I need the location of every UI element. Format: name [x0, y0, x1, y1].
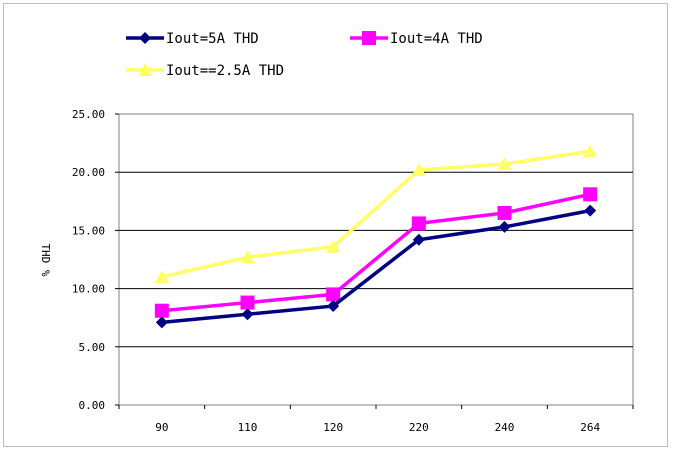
series-line	[161, 192, 591, 313]
x-tick-label: 120	[323, 421, 343, 434]
series-square	[154, 187, 598, 318]
legend-marker	[139, 32, 151, 44]
data-point	[411, 162, 426, 176]
legend-label: Iout=5A THD	[166, 31, 259, 47]
y-tick-label: 15.00	[72, 224, 105, 237]
data-point	[498, 220, 511, 233]
data-point	[411, 216, 426, 231]
data-point	[497, 157, 512, 171]
y-axis-label: THD %	[39, 243, 52, 276]
legend-label: Iout=4A THD	[390, 31, 483, 47]
series-line	[161, 149, 591, 279]
data-point	[240, 250, 255, 264]
axes: 0.00 5.00 10.00 15.00 20.00 25.00 90 110 120 220 2…	[72, 108, 634, 434]
data-point	[154, 269, 169, 283]
x-tick-label: 240	[495, 421, 515, 434]
legend-item: Iout=5A THD	[126, 31, 259, 47]
y-tick-label: 0.00	[79, 399, 106, 412]
data-point	[326, 239, 341, 253]
series-diamond	[155, 204, 597, 329]
x-tick-label: 220	[409, 421, 429, 434]
y-tick-label: 5.00	[79, 341, 106, 354]
data-point	[412, 233, 425, 246]
data-point	[326, 287, 341, 302]
y-tick-label: 25.00	[72, 108, 105, 121]
legend-marker	[362, 31, 376, 45]
series-triangle	[154, 144, 598, 283]
legend-label: Iout==2.5A THD	[166, 63, 284, 79]
y-tick-label: 20.00	[72, 166, 105, 179]
x-tick-label: 110	[238, 421, 258, 434]
legend-marker	[138, 63, 152, 76]
legend-item: Iout==2.5A THD	[126, 63, 284, 79]
x-tick-label: 90	[155, 421, 168, 434]
data-point	[584, 204, 597, 217]
data-point	[583, 187, 598, 202]
data-point	[241, 308, 254, 321]
series-line	[161, 208, 591, 325]
data-point	[327, 300, 340, 313]
y-tick-label: 10.00	[72, 283, 105, 296]
series-layer	[154, 144, 598, 329]
data-point	[154, 303, 169, 318]
legend-item: Iout=4A THD	[350, 31, 483, 47]
x-tick-label: 264	[580, 421, 600, 434]
legend: Iout=5A THD Iout=4A THD Iout==2.5A THD	[126, 31, 483, 79]
grid-lines	[119, 171, 633, 348]
data-point	[155, 316, 168, 329]
data-point	[240, 295, 255, 310]
data-point	[583, 144, 598, 158]
data-point	[497, 205, 512, 220]
